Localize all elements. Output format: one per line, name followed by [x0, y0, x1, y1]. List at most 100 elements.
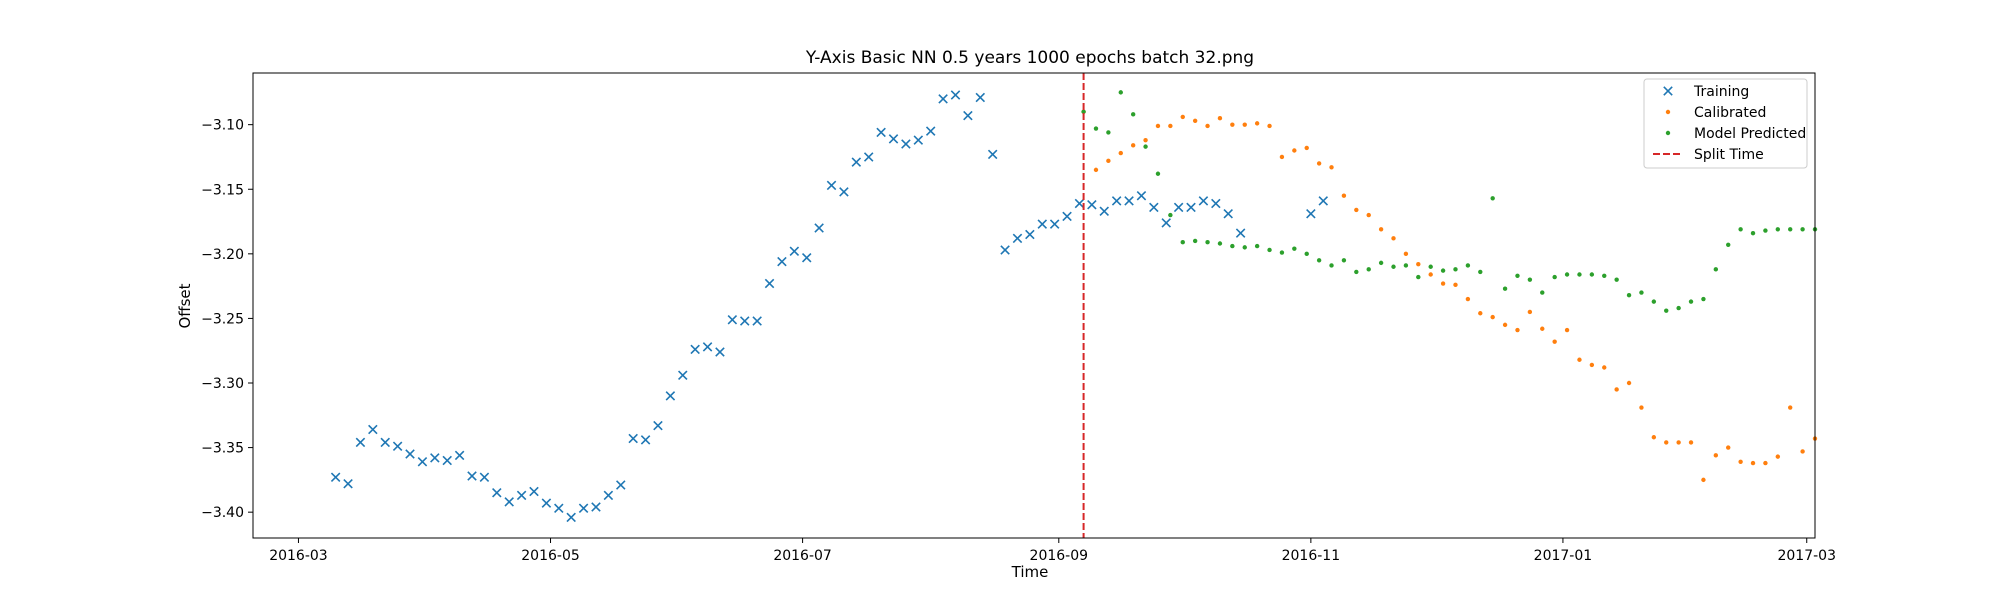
calibrated-point: [1155, 123, 1161, 129]
training-point: [1198, 196, 1209, 206]
model-predicted-point: [1279, 250, 1285, 255]
training-point: [343, 478, 353, 489]
y-axis-ticks: −3.40 −3.35 −3.30 −3.25 −3.20 −3.15 −3.10: [201, 118, 253, 521]
calibrated-point: [1602, 365, 1607, 370]
training-point: [1000, 245, 1010, 255]
training-point: [863, 152, 874, 162]
calibrated-point: [1453, 282, 1458, 288]
calibrated-point: [1428, 272, 1433, 277]
calibrated-point: [1254, 121, 1260, 126]
training-point: [888, 134, 899, 144]
calibrated-point: [1465, 296, 1471, 302]
training-point: [1306, 209, 1316, 219]
legend-calibrated-swatch: [1665, 109, 1671, 115]
training-point: [1235, 228, 1246, 238]
legend-calibrated-label: Calibrated: [1694, 105, 1766, 121]
training-point: [454, 450, 465, 461]
model-predicted-point: [1478, 269, 1483, 275]
training-point: [677, 370, 688, 381]
y-tick-label: −3.40: [201, 505, 244, 521]
model-predicted-point: [1664, 308, 1669, 313]
calibrated-point: [1577, 357, 1582, 362]
model-predicted-point: [1155, 171, 1161, 176]
model-predicted-point: [1403, 263, 1409, 268]
training-point: [1186, 202, 1196, 213]
model-predicted-point: [1267, 247, 1272, 253]
model-predicted-point: [1440, 268, 1446, 273]
calibrated-point: [1738, 459, 1743, 464]
calibrated-point: [1440, 281, 1446, 286]
training-point: [1173, 202, 1184, 213]
training-point: [653, 420, 663, 431]
legend-box: [1643, 78, 1808, 169]
y-tick-label: −3.25: [201, 311, 244, 327]
model-predicted-point: [1329, 263, 1334, 268]
legend-model-predicted-swatch: [1665, 130, 1671, 136]
model-predicted-point: [1564, 272, 1570, 277]
calibrated-point: [1676, 440, 1681, 445]
training-point: [504, 497, 514, 507]
calibrated-point: [1515, 327, 1520, 333]
training-point: [578, 503, 589, 514]
calibrated-point: [1775, 454, 1781, 459]
y-tick-label: −3.15: [201, 182, 244, 198]
calibrated-point: [1341, 193, 1347, 198]
legend-model-predicted-label: Model Predicted: [1694, 126, 1806, 142]
calibrated-point: [1726, 445, 1731, 450]
training-point: [591, 502, 601, 512]
x-tick-label: 2017-01: [1534, 548, 1593, 564]
training-point: [727, 314, 738, 325]
x-tick-label: 2016-05: [521, 548, 580, 564]
training-point: [1136, 190, 1147, 201]
calibrated-point: [1230, 122, 1235, 127]
training-point: [1318, 196, 1329, 206]
model-predicted-point: [1726, 242, 1731, 247]
model-predicted-point: [1106, 130, 1111, 135]
model-predicted-point: [1093, 126, 1099, 131]
calibrated-point: [1651, 435, 1657, 440]
legend-training-swatch: [1663, 86, 1673, 96]
model-predicted-point: [1688, 299, 1694, 304]
model-predicted-point: [1589, 272, 1595, 277]
calibrated-point: [1304, 145, 1309, 151]
model-predicted-point: [1217, 241, 1223, 246]
model-predicted-point: [1626, 292, 1632, 298]
training-point: [1074, 198, 1085, 209]
training-point: [665, 391, 676, 401]
training-point: [1149, 202, 1159, 213]
training-point: [1223, 209, 1233, 219]
model-predicted-point: [1168, 212, 1173, 218]
model-predicted-point: [1639, 290, 1644, 295]
training-point: [566, 512, 576, 523]
calibrated-point: [1106, 158, 1111, 164]
calibrated-point: [1688, 440, 1694, 445]
model-predicted-point: [1502, 286, 1508, 291]
training-point: [492, 488, 502, 498]
training-point: [380, 437, 390, 448]
calibrated-point: [1540, 326, 1545, 331]
training-point: [516, 490, 527, 501]
y-tick-label: −3.10: [201, 118, 244, 134]
x-tick-label: 2017-03: [1777, 548, 1836, 564]
calibrated-point: [1168, 123, 1173, 129]
model-predicted-point: [1192, 238, 1198, 244]
calibrated-point: [1205, 123, 1210, 129]
calibrated-point: [1093, 167, 1099, 173]
chart-title: Y-Axis Basic NN 0.5 years 1000 epochs ba…: [805, 48, 1254, 68]
model-predicted-point: [1775, 227, 1781, 232]
calibrated-point: [1626, 380, 1632, 386]
training-point: [554, 503, 564, 514]
training-point: [1037, 219, 1048, 229]
x-tick-label: 2016-07: [773, 548, 832, 564]
training-point: [417, 457, 428, 467]
x-tick-label: 2016-11: [1282, 548, 1341, 564]
plot-area: [330, 73, 1818, 538]
calibrated-point: [1130, 143, 1136, 148]
training-point: [739, 316, 750, 326]
calibrated-point: [1750, 460, 1756, 466]
model-predicted-point: [1701, 296, 1706, 302]
training-point: [839, 187, 849, 197]
calibrated-point: [1614, 387, 1619, 392]
calibrated-point: [1217, 116, 1223, 121]
